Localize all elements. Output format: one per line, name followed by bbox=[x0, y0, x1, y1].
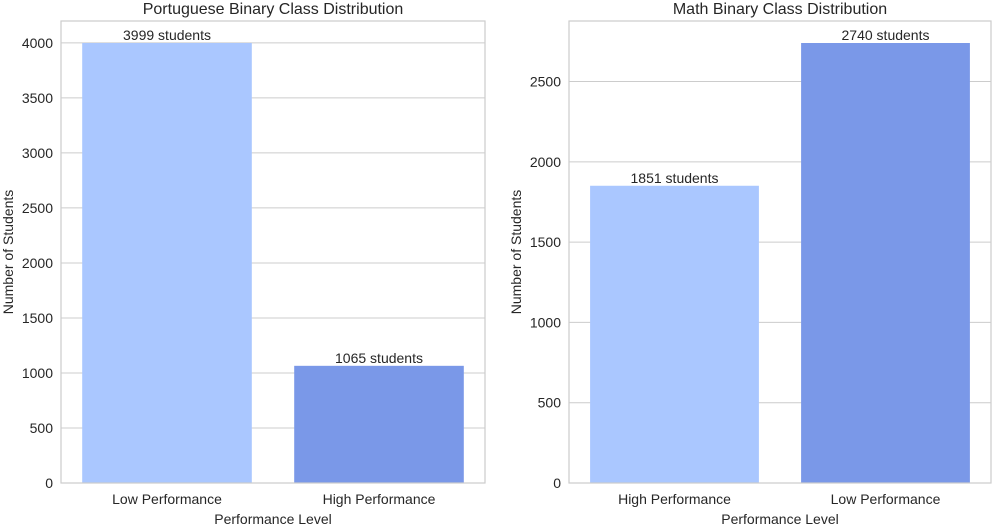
x-tick-label: High Performance bbox=[323, 491, 436, 507]
data-label: 3999 students bbox=[123, 27, 211, 43]
y-tick-label: 2500 bbox=[530, 74, 561, 90]
y-tick-label: 500 bbox=[538, 395, 562, 411]
axes-frame bbox=[60, 20, 486, 484]
x-tick-label: Low Performance bbox=[831, 491, 941, 507]
y-tick-label: 2000 bbox=[22, 255, 53, 271]
y-tick-label: 1500 bbox=[22, 310, 53, 326]
y-tick-label: 2500 bbox=[22, 200, 53, 216]
data-label: 2740 students bbox=[842, 27, 930, 43]
x-tick-label: Low Performance bbox=[112, 491, 222, 507]
x-axis-label: Performance Level bbox=[214, 511, 332, 524]
bar bbox=[82, 43, 252, 483]
y-tick-label: 0 bbox=[553, 475, 561, 491]
data-label: 1851 students bbox=[631, 170, 719, 186]
y-tick-label: 500 bbox=[30, 420, 54, 436]
y-axis-label: Number of Students bbox=[508, 190, 524, 315]
chart-title: Math Binary Class Distribution bbox=[673, 1, 887, 18]
subplot-1: 0 500 1000 1500 2000 2500 3000 3500 4000 3999 stu… bbox=[0, 1, 486, 527]
y-tick-label: 3000 bbox=[22, 145, 53, 161]
subplot-2: 0 500 1000 1500 2000 2500 1851 students High Pe… bbox=[508, 1, 992, 527]
y-tick-label: 1000 bbox=[22, 365, 53, 381]
x-axis-label: Performance Level bbox=[721, 511, 839, 524]
y-tick-label: 4000 bbox=[22, 35, 53, 51]
bar bbox=[801, 43, 970, 483]
y-tick-label: 1500 bbox=[530, 234, 561, 250]
chart-title: Portuguese Binary Class Distribution bbox=[143, 1, 404, 18]
y-tick-label: 0 bbox=[45, 475, 53, 491]
y-tick-label: 1000 bbox=[530, 314, 561, 330]
bar bbox=[590, 185, 759, 483]
y-tick-label: 3500 bbox=[22, 90, 53, 106]
bar bbox=[294, 365, 464, 483]
x-tick-label: High Performance bbox=[618, 491, 731, 507]
y-tick-label: 2000 bbox=[530, 154, 561, 170]
y-axis-label: Number of Students bbox=[0, 190, 16, 315]
data-label: 1065 students bbox=[335, 350, 423, 366]
axes-frame bbox=[568, 20, 992, 484]
